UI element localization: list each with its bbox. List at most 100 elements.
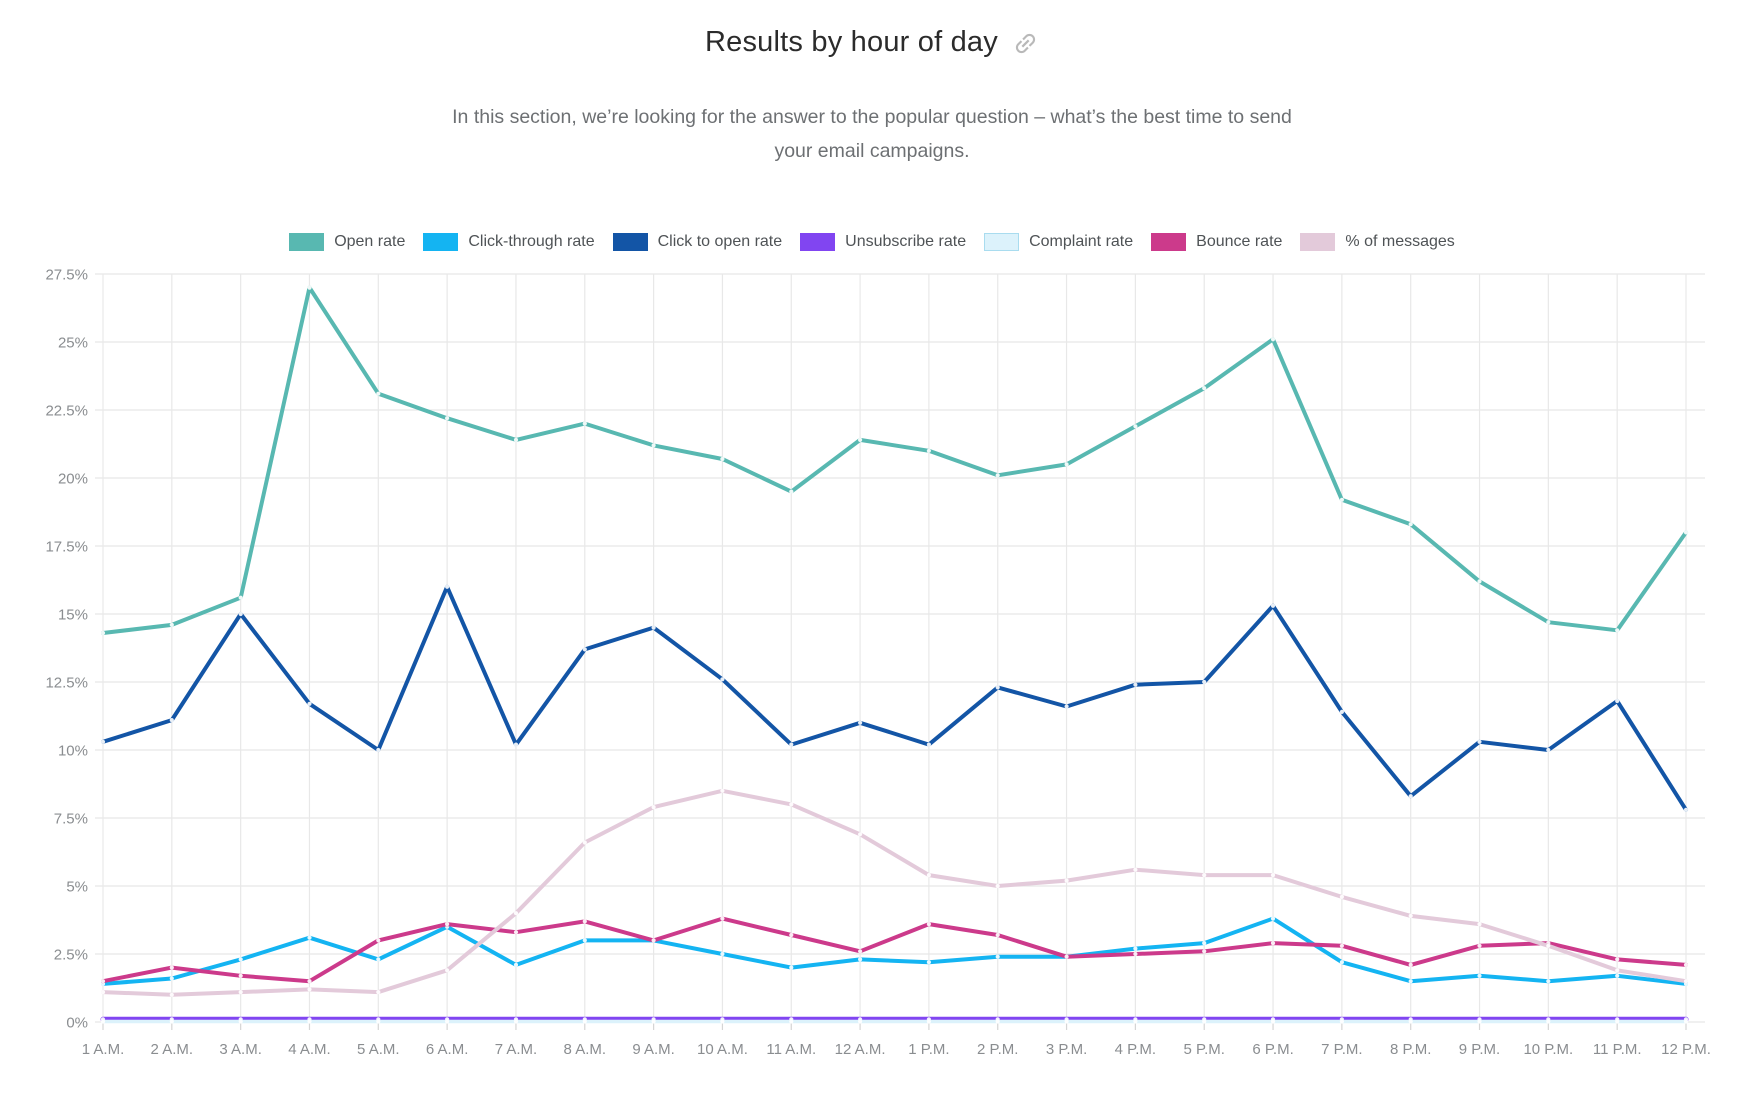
point-of-messages-12-p-m[interactable] [1683,979,1689,984]
point-open-rate-10-p-m[interactable] [1546,620,1551,625]
point-bounce-rate-12-a-m[interactable] [858,949,863,954]
point-click-through-rate-5-p-m[interactable] [1202,941,1207,946]
point-click-through-rate-11-a-m[interactable] [789,965,794,970]
point-open-rate-2-p-m[interactable] [995,473,1000,478]
point-of-messages-1-a-m[interactable] [100,990,106,995]
point-complaint-rate-9-p-m[interactable] [1477,1019,1482,1024]
point-click-through-rate-3-a-m[interactable] [238,957,243,962]
point-open-rate-1-p-m[interactable] [926,448,932,453]
point-complaint-rate-10-p-m[interactable] [1546,1019,1551,1024]
point-of-messages-11-p-m[interactable] [1615,968,1620,973]
point-complaint-rate-5-p-m[interactable] [1202,1019,1207,1024]
point-click-to-open-rate-12-p-m[interactable] [1683,807,1689,812]
point-click-to-open-rate-9-p-m[interactable] [1477,739,1482,744]
point-complaint-rate-8-a-m[interactable] [582,1019,587,1024]
point-complaint-rate-3-p-m[interactable] [1064,1019,1069,1024]
point-click-through-rate-8-a-m[interactable] [582,938,587,943]
point-bounce-rate-8-a-m[interactable] [582,919,587,924]
point-click-through-rate-7-a-m[interactable] [513,962,519,968]
point-click-to-open-rate-11-a-m[interactable] [789,742,794,747]
point-open-rate-11-p-m[interactable] [1615,628,1620,633]
point-click-to-open-rate-1-a-m[interactable] [100,739,106,744]
point-bounce-rate-10-a-m[interactable] [720,916,725,921]
point-complaint-rate-8-p-m[interactable] [1408,1019,1413,1024]
point-click-to-open-rate-8-p-m[interactable] [1408,794,1413,799]
point-complaint-rate-12-a-m[interactable] [858,1019,863,1024]
point-open-rate-3-a-m[interactable] [238,595,243,600]
point-of-messages-7-p-m[interactable] [1339,894,1344,900]
point-click-to-open-rate-8-a-m[interactable] [582,647,587,652]
point-click-to-open-rate-10-p-m[interactable] [1546,747,1551,753]
point-open-rate-7-a-m[interactable] [513,437,519,442]
series-bounce-rate[interactable] [100,916,1689,984]
point-complaint-rate-2-p-m[interactable] [995,1019,1000,1024]
point-click-to-open-rate-12-a-m[interactable] [858,720,863,725]
point-click-to-open-rate-7-a-m[interactable] [513,742,519,747]
point-of-messages-6-a-m[interactable] [445,968,450,973]
point-click-through-rate-8-p-m[interactable] [1408,979,1413,984]
point-of-messages-5-a-m[interactable] [376,990,381,995]
point-open-rate-12-a-m[interactable] [858,437,863,442]
point-complaint-rate-5-a-m[interactable] [376,1019,381,1024]
point-complaint-rate-7-p-m[interactable] [1339,1019,1344,1024]
point-open-rate-8-a-m[interactable] [582,421,587,426]
point-bounce-rate-9-p-m[interactable] [1477,943,1482,948]
point-complaint-rate-10-a-m[interactable] [720,1019,725,1024]
point-open-rate-4-p-m[interactable] [1133,424,1138,429]
point-bounce-rate-4-a-m[interactable] [307,979,312,984]
series-line-click-through-rate[interactable] [101,916,1688,986]
point-bounce-rate-9-a-m[interactable] [651,938,656,943]
series-open-rate[interactable] [100,285,1689,636]
point-open-rate-8-p-m[interactable] [1408,522,1413,527]
point-click-through-rate-6-p-m[interactable] [1270,916,1276,921]
series-click-to-open-rate[interactable] [100,584,1689,812]
legend-item-bounce-rate[interactable]: Bounce rate [1151,233,1282,251]
point-of-messages-12-a-m[interactable] [858,832,863,837]
point-click-to-open-rate-6-p-m[interactable] [1270,603,1276,608]
point-open-rate-5-a-m[interactable] [376,391,381,396]
point-open-rate-6-p-m[interactable] [1270,337,1276,342]
point-complaint-rate-3-a-m[interactable] [238,1019,243,1024]
series-line-of-messages[interactable] [101,788,1688,997]
point-open-rate-6-a-m[interactable] [445,416,450,421]
point-bounce-rate-7-p-m[interactable] [1339,943,1344,948]
point-open-rate-4-a-m[interactable] [307,285,312,290]
link-icon[interactable] [1012,30,1039,57]
point-of-messages-1-p-m[interactable] [926,873,932,878]
point-of-messages-2-p-m[interactable] [995,883,1000,889]
point-bounce-rate-11-a-m[interactable] [789,932,794,938]
point-open-rate-9-a-m[interactable] [651,443,656,448]
point-of-messages-10-a-m[interactable] [720,788,725,793]
point-of-messages-4-p-m[interactable] [1133,867,1138,872]
point-of-messages-4-a-m[interactable] [307,987,312,992]
point-of-messages-9-p-m[interactable] [1477,922,1482,927]
point-bounce-rate-11-p-m[interactable] [1615,957,1620,962]
point-click-through-rate-2-p-m[interactable] [995,954,1000,959]
point-open-rate-7-p-m[interactable] [1339,497,1344,502]
point-bounce-rate-8-p-m[interactable] [1408,962,1413,968]
point-click-through-rate-1-p-m[interactable] [926,960,932,965]
point-click-to-open-rate-4-p-m[interactable] [1133,682,1138,687]
point-bounce-rate-1-a-m[interactable] [100,979,106,984]
point-click-through-rate-11-p-m[interactable] [1615,973,1620,978]
point-bounce-rate-3-p-m[interactable] [1064,954,1069,959]
point-complaint-rate-9-a-m[interactable] [651,1019,656,1024]
point-click-through-rate-9-p-m[interactable] [1477,973,1482,978]
point-complaint-rate-6-p-m[interactable] [1270,1019,1276,1024]
point-click-through-rate-10-a-m[interactable] [720,951,725,957]
point-click-through-rate-4-a-m[interactable] [307,935,312,940]
point-open-rate-1-a-m[interactable] [100,630,106,636]
point-click-to-open-rate-4-a-m[interactable] [307,701,312,706]
point-complaint-rate-1-a-m[interactable] [100,1019,106,1024]
point-click-through-rate-12-a-m[interactable] [858,957,863,962]
point-click-to-open-rate-10-a-m[interactable] [720,677,725,682]
point-bounce-rate-2-a-m[interactable] [169,965,174,970]
series-complaint-rate[interactable] [100,1019,1689,1024]
point-of-messages-3-p-m[interactable] [1064,878,1069,883]
point-open-rate-10-a-m[interactable] [720,456,725,462]
point-of-messages-8-p-m[interactable] [1408,913,1413,919]
point-of-messages-5-p-m[interactable] [1202,873,1207,878]
point-bounce-rate-12-p-m[interactable] [1683,962,1689,968]
legend-item-complaint-rate[interactable]: Complaint rate [984,233,1133,251]
point-of-messages-9-a-m[interactable] [651,805,656,810]
